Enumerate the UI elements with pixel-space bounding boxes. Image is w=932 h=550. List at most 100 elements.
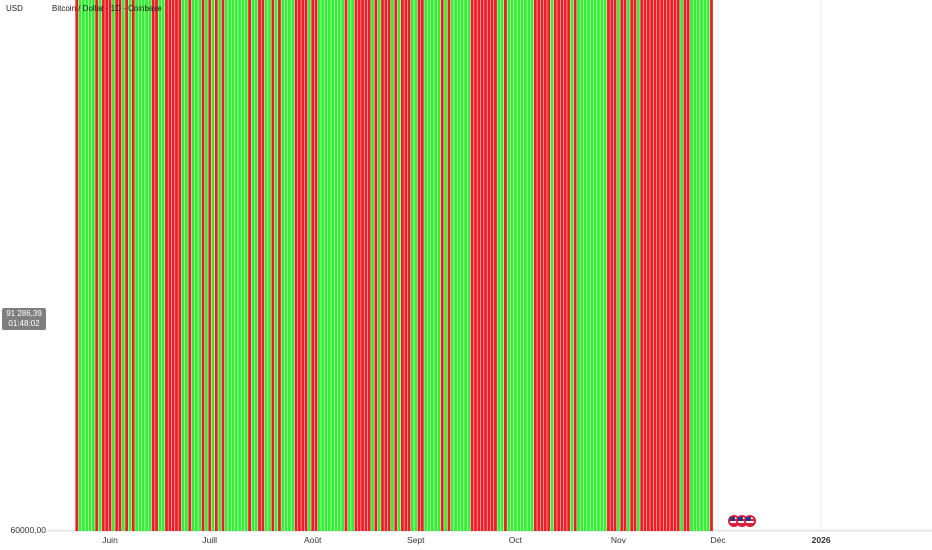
volume-bar-down bbox=[394, 0, 398, 532]
volume-bar-up bbox=[204, 0, 208, 531]
volume-bar-up bbox=[706, 0, 710, 531]
x-tick-label: Juill bbox=[202, 535, 217, 545]
volume-bar-up bbox=[450, 0, 454, 531]
volume-bar-down bbox=[301, 0, 305, 531]
volume-bar-down bbox=[354, 0, 358, 531]
volume-bar-down bbox=[620, 0, 624, 531]
volume-bar-up bbox=[91, 0, 95, 531]
volume-bar-down bbox=[447, 0, 451, 531]
volume-bar-up bbox=[145, 0, 148, 532]
volume-bar-up bbox=[577, 0, 580, 531]
volume-bar-down bbox=[653, 0, 657, 531]
volume-bar-down bbox=[613, 0, 617, 531]
volume-bar-up bbox=[467, 0, 471, 531]
x-tick-label: Août bbox=[304, 535, 322, 545]
chart-title: Bitcoin / Dollar · 1D · Coinbase bbox=[52, 4, 162, 13]
volume-bar-up bbox=[570, 0, 574, 531]
volume-bar-up bbox=[211, 0, 215, 532]
volume-bar-up bbox=[414, 0, 418, 531]
volume-bar-down bbox=[417, 0, 421, 531]
volume-bar-down bbox=[125, 0, 129, 531]
volume-bar-up bbox=[135, 0, 138, 532]
volume-bar-up bbox=[444, 0, 448, 531]
volume-bar-up bbox=[377, 0, 381, 531]
volume-bar-down bbox=[278, 0, 281, 531]
volume-bar-down bbox=[477, 0, 481, 531]
volume-bar-up bbox=[410, 0, 414, 531]
volume-bar-down bbox=[504, 0, 507, 532]
volume-bar-up bbox=[600, 0, 604, 531]
volume-bar-up bbox=[321, 0, 325, 531]
volume-bars bbox=[75, 0, 713, 532]
volume-bar-up bbox=[284, 0, 288, 531]
volume-bar-down bbox=[407, 0, 411, 531]
volume-bar-up bbox=[583, 0, 587, 531]
volume-bar-down bbox=[440, 0, 444, 531]
volume-bar-down bbox=[640, 0, 644, 532]
volume-bar-up bbox=[185, 0, 188, 531]
volume-bar-up bbox=[603, 0, 607, 532]
volume-bar-up bbox=[703, 0, 707, 531]
volume-bar-up bbox=[194, 0, 198, 531]
volume-bar-up bbox=[427, 0, 431, 532]
volume-bar-down bbox=[248, 0, 251, 531]
volume-bar-up bbox=[550, 0, 554, 531]
volume-bar-down bbox=[175, 0, 178, 532]
price-axis[interactable]: 132000,00128000,00124000,00120000,001160… bbox=[6, 0, 47, 535]
last-price-tag: 91 286,39 01:48:02 bbox=[2, 308, 46, 330]
volume-bar-down bbox=[367, 0, 371, 531]
volume-bar-down bbox=[311, 0, 315, 532]
volume-bar-up bbox=[141, 0, 145, 531]
volume-bar-down bbox=[151, 0, 155, 531]
volume-bar-down bbox=[673, 0, 677, 531]
volume-bar-down bbox=[563, 0, 567, 531]
x-tick-label: Déc bbox=[711, 535, 727, 545]
volume-bar-down bbox=[567, 0, 570, 531]
volume-bar-up bbox=[334, 0, 338, 531]
volume-bar-up bbox=[523, 0, 527, 531]
volume-bar-down bbox=[108, 0, 112, 531]
volume-bar-down bbox=[480, 0, 484, 531]
volume-bar-down bbox=[537, 0, 541, 531]
volume-bar-down bbox=[474, 0, 477, 531]
volume-bar-down bbox=[261, 0, 265, 531]
volume-bar-down bbox=[533, 0, 537, 531]
volume-bar-up bbox=[327, 0, 331, 531]
volume-bar-up bbox=[268, 0, 271, 532]
x-tick-label: Juin bbox=[102, 535, 118, 545]
volume-bar-down bbox=[357, 0, 361, 531]
volume-bar-down bbox=[553, 0, 557, 531]
x-tick-label: Sept bbox=[407, 535, 425, 545]
x-tick-label: 2026 bbox=[812, 535, 831, 545]
volume-bar-down bbox=[543, 0, 547, 531]
volume-bar-down bbox=[168, 0, 172, 531]
volume-bar-down bbox=[656, 0, 660, 532]
volume-bar-down bbox=[294, 0, 298, 531]
volume-bar-down bbox=[540, 0, 544, 532]
volume-bar-up bbox=[693, 0, 697, 531]
volume-bar-down bbox=[670, 0, 673, 531]
volume-bar-up bbox=[626, 0, 630, 531]
volume-bar-up bbox=[191, 0, 195, 531]
volume-bar-down bbox=[165, 0, 168, 531]
volume-bar-up bbox=[148, 0, 152, 532]
volume-bar-up bbox=[88, 0, 92, 532]
volume-bar-down bbox=[683, 0, 687, 531]
x-tick-label: Oct bbox=[509, 535, 523, 545]
volume-bar-up bbox=[138, 0, 142, 531]
volume-bar-down bbox=[105, 0, 109, 531]
volume-bar-up bbox=[690, 0, 693, 531]
volume-bar-down bbox=[314, 0, 318, 532]
time-axis[interactable]: Juin Juill Août Sept Oct Nov Déc 2026 bbox=[102, 535, 831, 545]
us-flag-icon[interactable] bbox=[744, 515, 756, 527]
volume-bar-up bbox=[274, 0, 278, 532]
volume-bar-up bbox=[500, 0, 504, 532]
volume-bar-up bbox=[158, 0, 162, 531]
volume-bar-up bbox=[234, 0, 238, 531]
volume-bar-up bbox=[464, 0, 467, 532]
volume-bar-down bbox=[633, 0, 637, 531]
volume-bar-up bbox=[244, 0, 248, 531]
volume-bar-down bbox=[494, 0, 497, 531]
volume-bar-up bbox=[424, 0, 428, 531]
